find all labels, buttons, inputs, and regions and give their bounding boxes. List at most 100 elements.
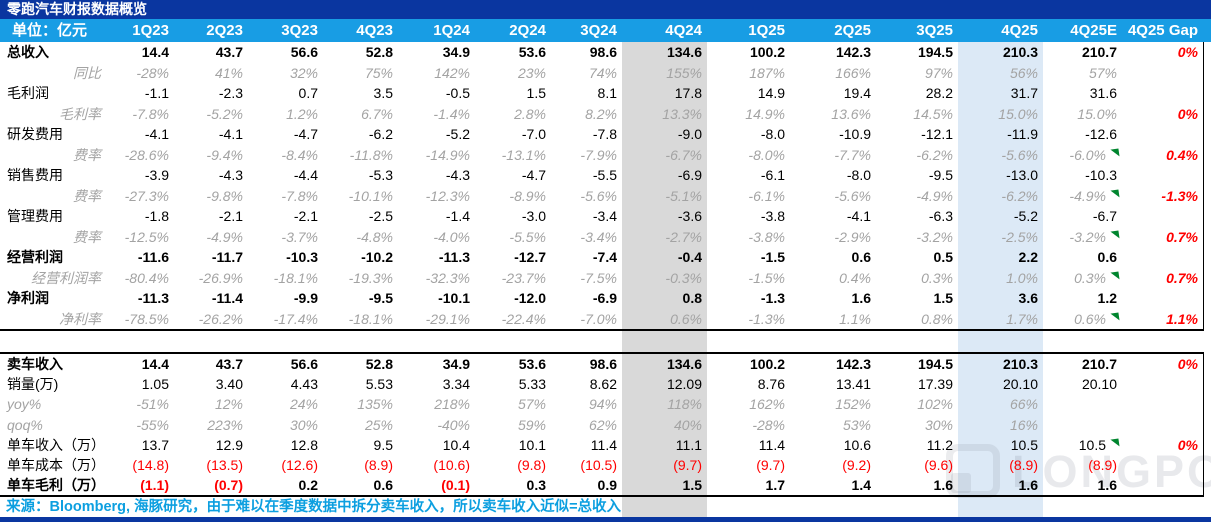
value-cell: 59%: [517, 416, 546, 433]
value-cell: -4.1: [144, 126, 169, 143]
value-cell: -4.3: [445, 167, 470, 184]
value-cell: -3.2%: [916, 228, 953, 245]
unit-label: 单位：亿元: [12, 22, 88, 39]
value-cell: 25%: [364, 416, 393, 433]
value-cell: (0.1): [441, 477, 470, 494]
value-cell: 1.4: [851, 477, 871, 494]
table-row: 费率 -12.5% -4.9% -3.7% -4.8% -4.0% -5.5% -3.4% -2…: [0, 227, 1203, 248]
value-cell: -17.4%: [273, 310, 318, 327]
value-cell: -1.5%: [748, 269, 785, 286]
row-label: 费率: [73, 187, 101, 204]
table-row: 费率 -28.6% -9.4% -8.4% -11.8% -14.9% -13.1% -7.9…: [0, 145, 1203, 166]
comment-flag-icon: [1110, 148, 1120, 158]
value-cell: -1.8: [144, 208, 169, 225]
value-cell: -7.4: [592, 249, 617, 266]
value-cell: -11.3: [137, 290, 169, 307]
value-cell: -4.9%: [1043, 189, 1122, 203]
value-cell: 57%: [1088, 64, 1117, 81]
value-cell: 19.4: [843, 85, 871, 102]
value-cell: 10.6: [843, 436, 871, 453]
value-cell: -10.9: [839, 126, 871, 143]
value-cell: -78.5%: [124, 310, 169, 327]
value-cell: -80.4%: [124, 269, 169, 286]
value-cell: -2.9%: [834, 228, 871, 245]
column-header: 2Q24: [509, 22, 546, 39]
table-row: 净利率 -78.5% -26.2% -17.4% -18.1% -29.1% -22.4% -…: [0, 309, 1203, 330]
value-cell: 1.6: [933, 477, 953, 494]
row-label: 费率: [73, 146, 101, 163]
value-cell: 11.4: [758, 436, 785, 453]
value-cell: -28%: [136, 64, 169, 81]
gap-cell: 0%: [1177, 44, 1198, 61]
value-cell: (8.9): [364, 457, 393, 474]
value-cell: -10.1: [438, 290, 470, 307]
value-cell: 23%: [517, 64, 546, 81]
value-cell: -10.3: [286, 249, 318, 266]
value-cell: -28.6%: [124, 146, 169, 163]
value-cell: -51%: [136, 396, 169, 413]
value-cell: 40%: [673, 416, 702, 433]
value-cell: 43.7: [215, 356, 243, 373]
value-cell: -4.7: [293, 126, 318, 143]
value-cell: 1.6: [1018, 477, 1038, 494]
value-cell: -9.0: [677, 126, 702, 143]
value-cell: -5.6%: [1001, 146, 1038, 163]
value-cell: -7.8: [592, 126, 617, 143]
value-cell: (10.5): [580, 457, 617, 474]
value-cell: -10.2: [361, 249, 393, 266]
value-cell: -9.4%: [206, 146, 243, 163]
value-cell: 0.2: [298, 477, 318, 494]
column-header: 3Q25: [916, 22, 953, 39]
value-cell: 1.6: [851, 290, 871, 307]
value-cell: -0.3%: [665, 269, 702, 286]
value-cell: 41%: [214, 64, 243, 81]
value-cell: 20.10: [1081, 376, 1117, 393]
value-cell: -11.7: [211, 249, 243, 266]
row-label: 毛利润: [7, 85, 49, 102]
value-cell: 13.7: [141, 436, 169, 453]
value-cell: 66%: [1009, 396, 1038, 413]
value-cell: 218%: [434, 396, 470, 413]
value-cell: 75%: [364, 64, 393, 81]
value-cell: 14.4: [141, 356, 169, 373]
value-cell: -4.1: [846, 208, 871, 225]
value-cell: 1.1%: [839, 310, 871, 327]
value-cell: 15.0%: [998, 105, 1038, 122]
value-cell: (13.5): [206, 457, 243, 474]
table-row: yoy% -51% 12% 24% 135% 218% 57% 94% 118% 162% 152%…: [0, 394, 1203, 414]
value-cell: -1.5: [760, 249, 785, 266]
value-cell: -1.3%: [748, 310, 785, 327]
table-row: 毛利率 -7.8% -5.2% 1.2% 6.7% -1.4% 2.8% 8.2% 13.3% 1…: [0, 104, 1203, 125]
value-cell: 210.3: [1002, 356, 1038, 373]
row-label: 同比: [73, 64, 101, 81]
value-cell: 142.3: [835, 44, 871, 61]
row-label: 经营利润率: [31, 269, 101, 286]
column-header: 4Q23: [356, 22, 393, 39]
value-cell: 34.9: [442, 356, 470, 373]
value-cell: 0.6: [373, 477, 393, 494]
value-cell: -6.3: [928, 208, 953, 225]
value-cell: -1.3: [760, 290, 785, 307]
value-cell: -5.2%: [206, 105, 243, 122]
table-row: 净利润 -11.3 -11.4 -9.9 -9.5 -10.1 -12.0 -6.9 0.8 -1…: [0, 288, 1203, 309]
value-cell: 0.3%: [1043, 271, 1122, 285]
table-row: 研发费用 -4.1 -4.1 -4.7 -6.2 -5.2 -7.0 -7.8 -9.0 -8.0…: [0, 124, 1203, 145]
value-cell: 20.10: [1002, 376, 1038, 393]
table-row: 销售费用 -3.9 -4.3 -4.4 -5.3 -4.3 -4.7 -5.5 -6.9 -6.1…: [0, 165, 1203, 186]
table-row: 总收入 14.4 43.7 56.6 52.8 34.9 53.6 98.6 134.6 100.…: [0, 42, 1203, 63]
value-cell: -6.9: [677, 167, 702, 184]
value-cell: (9.2): [842, 457, 871, 474]
value-cell: -13.1%: [501, 146, 546, 163]
value-cell: 12.09: [666, 376, 702, 393]
table-row: 管理费用 -1.8 -2.1 -2.1 -2.5 -1.4 -3.0 -3.4 -3.6 -3.8…: [0, 206, 1203, 227]
value-cell: 98.6: [589, 356, 617, 373]
value-cell: 43.7: [215, 44, 243, 61]
column-header: 1Q23: [132, 22, 169, 39]
income-statement-section: 总收入 14.4 43.7 56.6 52.8 34.9 53.6 98.6 134.6 100.…: [0, 42, 1204, 331]
value-cell: 53.6: [518, 356, 546, 373]
value-cell: 16%: [1009, 416, 1038, 433]
comment-flag-icon: [1110, 230, 1120, 240]
row-label: 总收入: [7, 44, 49, 61]
row-label: 销售费用: [7, 167, 63, 184]
value-cell: 52.8: [365, 356, 393, 373]
